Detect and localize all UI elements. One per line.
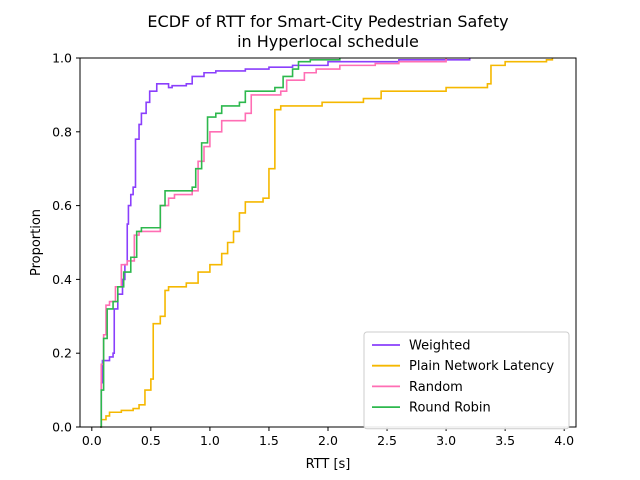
legend-box: [363, 331, 570, 430]
series-line-random: [100, 58, 447, 428]
x-axis-ticks: 0.0 0.5 1.0 1.5 2.0 2.5 3.0 3.5 4.0: [82, 427, 574, 448]
y-tick-label: 0.4: [52, 272, 72, 287]
x-tick-label: 2.5: [377, 433, 397, 448]
y-tick-label: 0.6: [52, 198, 72, 213]
y-tick-label: 1.0: [52, 51, 72, 66]
legend-label: Round Robin: [409, 401, 491, 416]
y-axis-ticks: 0.0 0.2 0.4 0.6 0.8 1.0: [52, 51, 80, 435]
x-tick-label: 2.0: [318, 433, 338, 448]
y-tick-label: 0.8: [52, 124, 72, 139]
series-line-plain-network-latency: [100, 58, 554, 428]
x-tick-label: 0.5: [141, 433, 161, 448]
chart-title: ECDF of RTT for Smart-City Pedestrian Sa…: [147, 12, 508, 51]
y-axis-label: Proportion: [29, 209, 44, 276]
chart-title-line-1: ECDF of RTT for Smart-City Pedestrian Sa…: [147, 12, 508, 31]
legend-label: Random: [409, 380, 463, 395]
legend-label: Weighted: [409, 339, 471, 354]
x-tick-label: 0.0: [82, 433, 102, 448]
series-line-weighted: [100, 58, 471, 428]
x-tick-label: 3.5: [495, 433, 515, 448]
legend: Weighted Plain Network Latency Random Round…: [363, 331, 570, 430]
x-tick-label: 3.0: [436, 433, 456, 448]
y-tick-label: 0.2: [52, 346, 72, 361]
x-axis-label: RTT [s]: [306, 457, 351, 472]
x-tick-label: 1.5: [259, 433, 279, 448]
chart-title-line-2: in Hyperlocal schedule: [237, 32, 419, 51]
series-lines: [100, 58, 554, 428]
y-tick-label: 0.0: [52, 420, 72, 435]
series-line-round-robin: [100, 58, 341, 428]
legend-label: Plain Network Latency: [409, 359, 555, 374]
x-tick-label: 4.0: [554, 433, 574, 448]
x-tick-label: 1.0: [200, 433, 220, 448]
